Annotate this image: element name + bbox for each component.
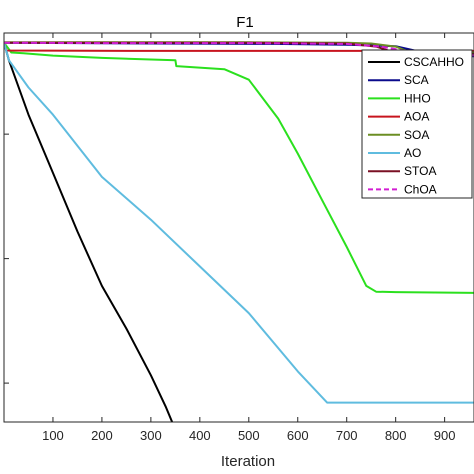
chart-title: F1 (236, 14, 254, 31)
legend-label: SOA (404, 128, 429, 142)
x-tick-label: 800 (385, 428, 407, 443)
series-line-hho (4, 42, 474, 294)
x-axis-label: Iteration (221, 453, 275, 470)
x-tick-label: 400 (189, 428, 211, 443)
legend-label: AO (404, 146, 421, 160)
series-line-cscahho (4, 42, 174, 422)
legend-label: ChOA (404, 182, 437, 196)
x-tick-label: 900 (434, 428, 456, 443)
series-group (4, 41, 474, 422)
legend-box (361, 49, 473, 199)
legend: CSCAHHO SCA HHO AOA SOA AO STOA ChOA (361, 49, 473, 199)
x-tick-label: 200 (91, 428, 113, 443)
x-tick-label: 600 (287, 428, 309, 443)
x-tick-label: 500 (238, 428, 260, 443)
axes: 100 200 300 400 500 600 700 800 900 (3, 32, 474, 443)
x-tick-label: 300 (140, 428, 162, 443)
legend-label: SCA (404, 73, 429, 87)
legend-label: CSCAHHO (404, 55, 464, 69)
legend-label: HHO (404, 91, 431, 105)
x-tick-label: 100 (42, 428, 64, 443)
x-tick-label: 700 (336, 428, 358, 443)
plot-frame (3, 32, 474, 423)
legend-label: STOA (404, 164, 436, 178)
legend-label: AOA (404, 110, 429, 124)
plot-area (4, 41, 474, 422)
series-line-ao (4, 42, 474, 404)
